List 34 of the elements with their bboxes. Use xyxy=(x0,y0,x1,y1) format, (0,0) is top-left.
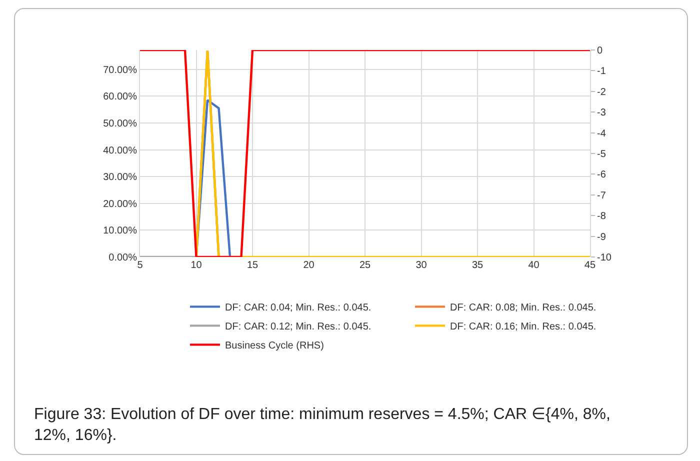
y-tick-label: 10.00% xyxy=(103,226,138,237)
y2-tick-label: -2 xyxy=(597,86,606,98)
y-tick-label: 70.00% xyxy=(103,64,138,76)
y2-tick-label: 0 xyxy=(597,46,603,56)
y2-tick-label: -4 xyxy=(597,128,606,140)
x-tick-label: 30 xyxy=(416,260,428,271)
x-tick-label: 10 xyxy=(190,260,202,271)
y-tick-label: 0.00% xyxy=(108,252,138,264)
legend-label: DF: CAR: 0.04; Min. Res.: 0.045. xyxy=(225,302,372,314)
y2-tick-label: -9 xyxy=(597,232,606,243)
y2-tick-label: -5 xyxy=(597,149,606,160)
x-tick-label: 25 xyxy=(359,260,371,271)
x-tick-label: 20 xyxy=(303,260,315,271)
x-tick-label: 45 xyxy=(584,260,596,271)
legend-label: DF: CAR: 0.08; Min. Res.: 0.045. xyxy=(450,302,596,314)
y-tick-label: 40.00% xyxy=(103,145,138,156)
y2-tick-label: -7 xyxy=(597,190,606,202)
y2-tick-label: -1 xyxy=(597,66,606,78)
legend-label: Business Cycle (RHS) xyxy=(225,340,324,352)
y2-tick-label: -3 xyxy=(597,108,606,119)
x-tick-label: 40 xyxy=(528,260,540,271)
x-tick-label: 35 xyxy=(472,260,484,271)
y-tick-label: 20.00% xyxy=(103,198,138,210)
y-tick-label: 60.00% xyxy=(103,92,138,103)
legend-label: DF: CAR: 0.12; Min. Res.: 0.045. xyxy=(225,322,372,333)
y-tick-label: 50.00% xyxy=(103,118,138,130)
y2-tick-label: -6 xyxy=(597,170,606,181)
legend-label: DF: CAR: 0.16; Min. Res.: 0.045. xyxy=(450,322,596,333)
caption: Figure 33: Evolution of DF over time: minimum reserves = 4.5%; CAR ∈{4%, 8%, 12%, 16%}. xyxy=(34,406,610,444)
y-tick-label: 30.00% xyxy=(103,172,138,184)
y2-tick-label: -10 xyxy=(597,252,612,264)
y2-tick-label: -8 xyxy=(597,211,606,222)
x-tick-label: 15 xyxy=(246,260,258,271)
x-tick-label: 5 xyxy=(137,260,144,271)
